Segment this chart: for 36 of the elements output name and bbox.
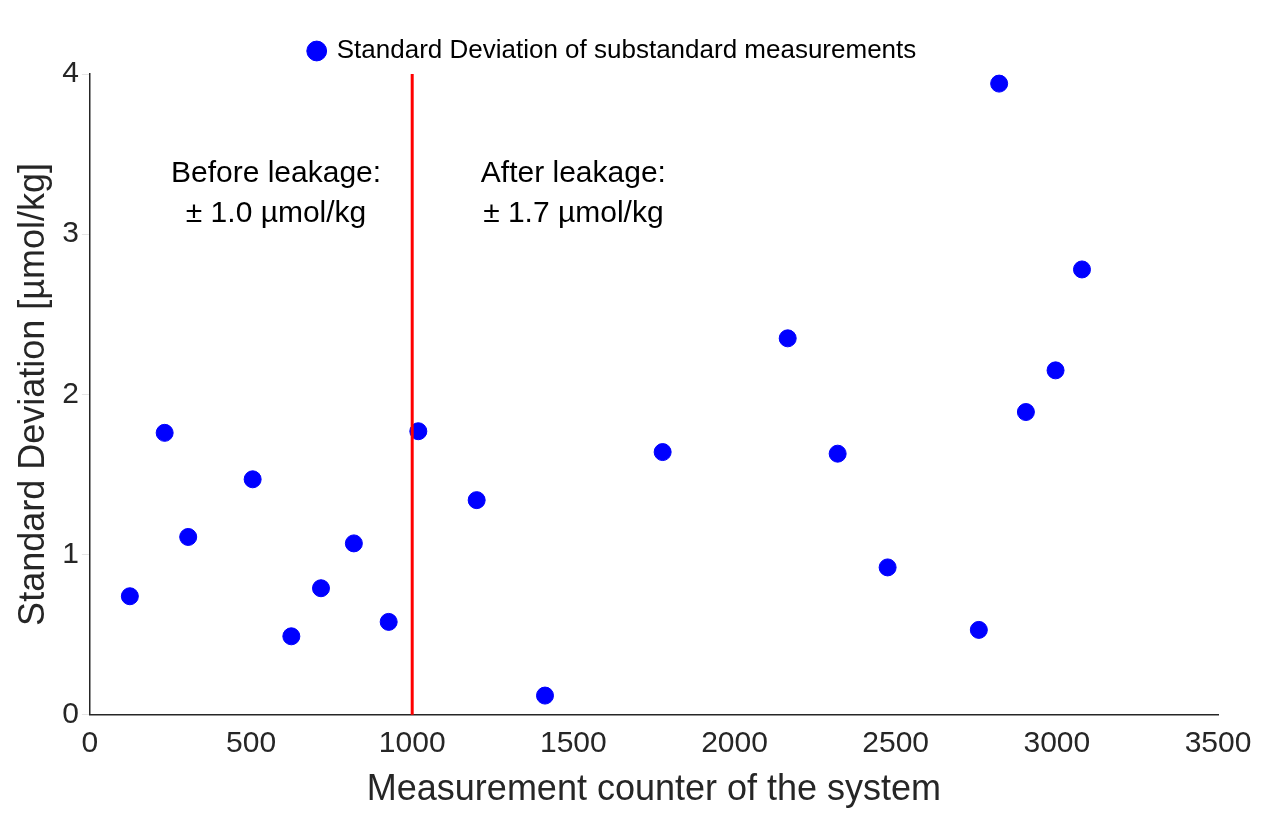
annotation: Before leakage: ± 1.0 µmol/kg (170, 155, 382, 229)
x-tick-label: 500 (226, 725, 277, 759)
point (155, 423, 174, 442)
point (536, 686, 554, 705)
point (778, 329, 797, 348)
y-tick-label: 4 (62, 55, 79, 89)
x-axis-title: Measurement counter of the system (366, 767, 942, 809)
point (990, 74, 1009, 93)
point (282, 627, 301, 646)
point (828, 444, 847, 463)
point (179, 527, 198, 546)
y-axis-title: Standard Deviation [µmol/kg] (10, 162, 52, 626)
annotation: After leakage: ± 1.7 µmol/kg (480, 155, 666, 229)
x-tick-label: 1500 (539, 725, 607, 759)
x-tick-label: 3000 (1023, 725, 1091, 759)
point (344, 534, 363, 553)
point (878, 558, 897, 577)
legend-label: Standard Deviation of substandard measurements (336, 34, 917, 65)
point (1046, 361, 1065, 380)
point (379, 612, 398, 631)
point (120, 587, 139, 606)
x-tick-label: 1000 (378, 725, 446, 759)
x-tick-label: 2000 (701, 725, 768, 759)
point (467, 491, 486, 510)
x-tick-label: 2500 (862, 725, 930, 759)
point (243, 470, 262, 489)
point (311, 579, 330, 598)
y-tick-label: 1 (62, 535, 79, 569)
point (1072, 260, 1091, 279)
point (1016, 403, 1035, 422)
x-tick-label: 3500 (1184, 725, 1252, 759)
y-tick-label: 0 (62, 696, 79, 730)
y-tick-label: 2 (62, 375, 79, 409)
point (653, 443, 672, 462)
y-tick-label: 3 (62, 215, 79, 249)
point (969, 620, 988, 639)
